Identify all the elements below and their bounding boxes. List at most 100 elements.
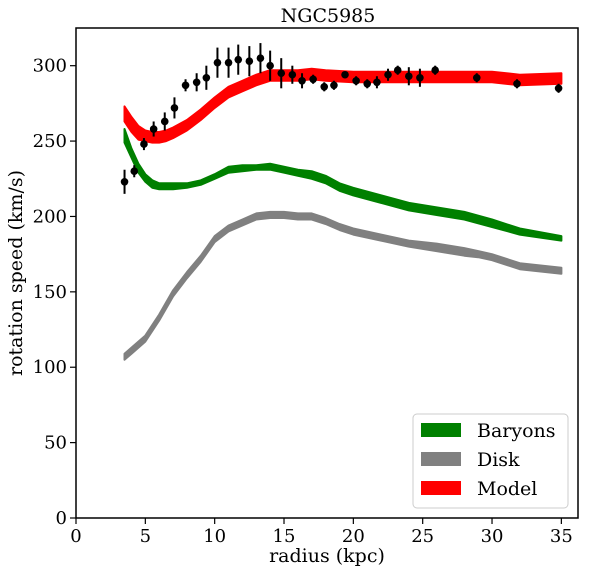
observed-point <box>330 80 338 90</box>
data-point <box>320 83 329 91</box>
series-bands <box>123 67 563 361</box>
x-tick-label: 35 <box>550 526 573 547</box>
band-model <box>123 67 563 144</box>
observed-point <box>373 76 381 89</box>
legend-label-baryons: Baryons <box>477 420 556 442</box>
observed-point <box>234 44 243 75</box>
data-point <box>277 69 286 78</box>
data-point <box>309 75 317 84</box>
observed-point <box>224 47 233 78</box>
observed-point <box>416 68 424 87</box>
observed-point <box>554 83 563 93</box>
data-point <box>160 117 169 126</box>
observed-point <box>160 112 169 131</box>
data-point <box>120 177 129 186</box>
observed-point <box>213 47 222 78</box>
observed-point <box>363 79 372 89</box>
x-tick-label: 0 <box>70 526 81 547</box>
data-point <box>298 76 306 85</box>
data-point <box>405 72 413 81</box>
observed-point <box>513 79 521 89</box>
data-point <box>130 167 139 176</box>
legend: Baryons Disk Model <box>412 413 569 509</box>
data-point <box>513 79 521 88</box>
data-point <box>149 125 158 133</box>
y-axis-title: rotation speed (km/s) <box>5 170 27 376</box>
data-point <box>431 66 439 75</box>
observed-point <box>405 67 413 86</box>
observed-point <box>120 169 129 194</box>
observed-point <box>181 79 190 92</box>
observed-point <box>288 65 297 84</box>
data-point <box>288 70 297 79</box>
observed-point <box>309 74 317 84</box>
data-point <box>352 76 360 85</box>
data-point <box>234 55 243 64</box>
observed-point <box>256 43 265 74</box>
x-tick-label: 25 <box>411 526 434 547</box>
observed-point <box>130 165 139 178</box>
y-tick-label: 100 <box>33 357 67 378</box>
x-tick-label: 5 <box>140 526 151 547</box>
data-point <box>140 140 148 148</box>
y-tick-label: 300 <box>33 56 67 77</box>
data-point <box>202 73 211 82</box>
data-point <box>266 61 274 70</box>
x-axis-ticks: 0 5 10 15 20 25 30 35 <box>70 518 573 547</box>
observed-point <box>393 65 402 75</box>
observed-point <box>202 65 211 90</box>
data-point <box>472 73 481 82</box>
observed-point <box>149 121 158 137</box>
data-point <box>363 79 372 88</box>
y-tick-label: 50 <box>44 433 67 454</box>
observed-point <box>472 73 481 83</box>
x-tick-label: 30 <box>481 526 504 547</box>
data-point <box>170 104 179 112</box>
y-tick-label: 200 <box>33 206 67 227</box>
observed-point <box>384 68 392 81</box>
observed-point <box>266 50 274 81</box>
observed-point <box>341 70 349 79</box>
legend-label-disk: Disk <box>477 449 520 471</box>
x-tick-label: 15 <box>273 526 296 547</box>
observed-point <box>352 76 360 86</box>
legend-swatch-baryons <box>421 423 461 437</box>
y-axis-ticks: 0 50 100 150 200 250 300 <box>33 56 76 529</box>
data-point <box>224 58 233 67</box>
data-point <box>341 70 349 79</box>
band-disk <box>123 210 563 361</box>
observed-points <box>120 43 563 194</box>
chart-title: NGC5985 <box>281 5 376 27</box>
observed-point <box>298 73 306 89</box>
data-point <box>330 81 338 90</box>
x-tick-label: 10 <box>203 526 226 547</box>
data-point <box>213 58 222 67</box>
observed-point <box>277 58 286 89</box>
legend-label-model: Model <box>477 478 537 500</box>
observed-point <box>431 65 439 75</box>
data-point <box>416 73 424 82</box>
data-point <box>384 70 392 79</box>
data-point <box>192 78 201 87</box>
y-tick-label: 150 <box>33 282 67 303</box>
observed-point <box>170 97 179 119</box>
x-axis-title: radius (kpc) <box>269 545 385 567</box>
observed-point <box>192 73 201 92</box>
observed-point <box>320 82 329 92</box>
data-point <box>181 81 190 90</box>
data-point <box>373 78 381 87</box>
observed-point <box>140 138 148 151</box>
plot-frame <box>75 27 579 519</box>
legend-swatch-model <box>421 481 461 495</box>
legend-swatch-disk <box>421 452 461 466</box>
data-point <box>554 84 563 93</box>
x-tick-label: 20 <box>342 526 365 547</box>
data-point <box>393 66 402 75</box>
band-baryons <box>123 128 563 242</box>
y-tick-label: 0 <box>56 508 67 529</box>
y-tick-label: 250 <box>33 131 67 152</box>
data-point <box>256 54 265 62</box>
data-point <box>245 57 254 65</box>
observed-point <box>245 46 254 77</box>
